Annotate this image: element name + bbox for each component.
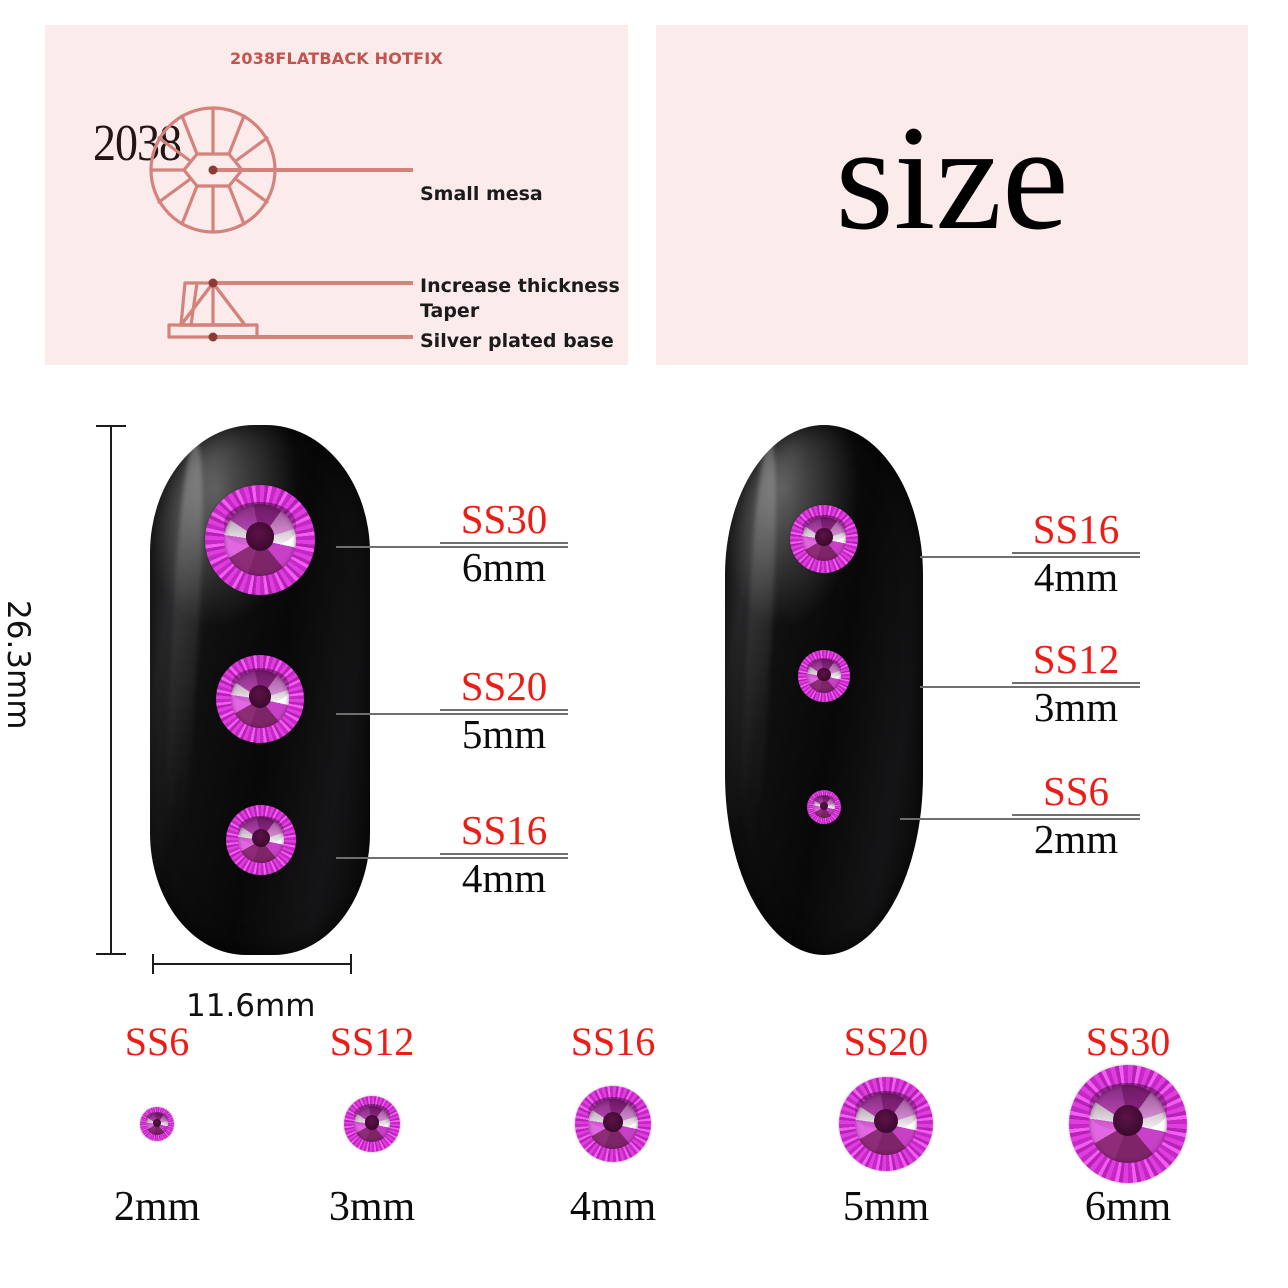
gem-ss16 — [575, 1086, 651, 1162]
swatch-ss-label: SS16 — [570, 1019, 656, 1064]
swatch-ss30: SS30 6mm — [1023, 1020, 1233, 1230]
gem-ss30 — [205, 485, 315, 595]
ss-value: SS6 — [1042, 768, 1110, 814]
swatch-ss-label: SS20 — [843, 1019, 929, 1064]
swatch-mm-label: 3mm — [328, 1184, 416, 1230]
callout-increase-thickness: Increase thickness — [420, 275, 620, 297]
label-divider — [440, 542, 568, 544]
leader-line-left-ss16 — [336, 857, 568, 859]
leader-line-right-ss12 — [920, 686, 1140, 688]
flatback-diagram — [149, 106, 413, 342]
anchor-dot-mesa — [208, 165, 218, 175]
swatch-ss-label: SS6 — [124, 1019, 190, 1064]
swatch-gem-area — [508, 1064, 718, 1184]
label-divider — [1012, 814, 1140, 816]
nail-gloss-highlight — [736, 438, 782, 850]
gem-culet — [152, 1118, 162, 1128]
swatch-gem-area — [781, 1064, 991, 1184]
almond-nail-tip — [725, 425, 923, 955]
label-divider — [1012, 552, 1140, 554]
gem-ss6 — [807, 790, 841, 824]
nail-gloss-highlight — [161, 438, 209, 840]
swatch-mm-label: 6mm — [1084, 1184, 1172, 1230]
ss-value: SS30 — [460, 496, 548, 542]
ss-value: SS16 — [460, 807, 548, 853]
callout-silver-plated-base: Silver plated base — [420, 330, 614, 352]
gem-ss20 — [839, 1077, 933, 1171]
gem-culet — [603, 1111, 623, 1132]
ss-value: SS12 — [1032, 636, 1120, 682]
swatch-mm-label: 5mm — [842, 1184, 930, 1230]
mm-value: 3mm — [1033, 684, 1119, 730]
swatch-ss6: SS6 2mm — [52, 1019, 262, 1231]
leader-line-left-ss30 — [336, 546, 568, 548]
ss-value: SS16 — [1032, 506, 1120, 552]
size-swatch-row: SS6 2mm SS12 3mm — [0, 1020, 1288, 1288]
swatch-ss-label: SS12 — [329, 1019, 415, 1064]
gem-culet — [248, 684, 272, 708]
anchor-dot-base — [208, 332, 218, 342]
gem-culet — [817, 667, 831, 682]
title-panel: size — [656, 25, 1248, 365]
label-divider — [1012, 682, 1140, 684]
square-nail-tip — [150, 425, 370, 955]
gem-ss12 — [344, 1096, 400, 1152]
gem-culet — [251, 828, 271, 847]
label-divider — [440, 853, 568, 855]
label-right-ss6: SS6 2mm — [1012, 770, 1140, 861]
swatch-ss16: SS16 4mm — [508, 1019, 718, 1231]
mm-value: 2mm — [1033, 816, 1119, 862]
label-left-ss30: SS30 6mm — [440, 498, 568, 589]
swatch-gem-area — [267, 1064, 477, 1184]
dimension-cap-top — [96, 425, 126, 427]
swatch-mm-label: 2mm — [113, 1184, 201, 1230]
gem-culet — [873, 1108, 899, 1134]
mm-value: 6mm — [461, 544, 547, 590]
swatch-mm-label: 4mm — [569, 1184, 657, 1230]
label-right-ss12: SS12 3mm — [1012, 638, 1140, 729]
swatch-gem-area — [1023, 1064, 1233, 1184]
label-divider — [440, 709, 568, 711]
leader-line-left-ss20 — [336, 713, 568, 715]
gem-ss16 — [226, 805, 296, 875]
leader-line-right-ss6 — [900, 818, 1140, 820]
swatch-ss20: SS20 5mm — [781, 1020, 991, 1230]
spec-panel: 2038FLATBACK HOTFIX 2038 — [45, 25, 628, 365]
mm-value: 5mm — [461, 711, 547, 757]
dimension-cap-left — [152, 954, 154, 974]
mm-value: 4mm — [461, 855, 547, 901]
label-right-ss16: SS16 4mm — [1012, 508, 1140, 599]
gem-culet — [819, 801, 829, 811]
swatch-ss12: SS12 3mm — [267, 1019, 477, 1231]
nail-width-dimension-line — [152, 954, 352, 974]
callout-taper: Taper — [420, 300, 480, 322]
gem-culet — [245, 522, 275, 551]
ss-value: SS20 — [460, 663, 548, 709]
gem-ss6 — [140, 1107, 174, 1141]
gem-ss16 — [790, 505, 858, 573]
nail-width-label: 11.6mm — [186, 988, 316, 1024]
dimension-cap-bottom — [96, 953, 126, 955]
leader-line-right-ss16 — [920, 556, 1140, 558]
spec-panel-header: 2038FLATBACK HOTFIX — [230, 49, 443, 68]
gem-culet — [815, 528, 833, 546]
gem-ss20 — [216, 655, 304, 743]
callout-small-mesa: Small mesa — [420, 183, 543, 205]
dimension-cap-right — [350, 954, 352, 974]
gem-ss12 — [798, 650, 850, 702]
swatch-ss-label: SS30 — [1085, 1019, 1171, 1064]
mm-value: 4mm — [1033, 554, 1119, 600]
label-left-ss20: SS20 5mm — [440, 665, 568, 756]
gem-culet — [1112, 1105, 1144, 1136]
page-title: size — [835, 95, 1069, 261]
side-view-taper-icon — [167, 280, 259, 339]
label-left-ss16: SS16 4mm — [440, 809, 568, 900]
gem-ss30 — [1069, 1065, 1187, 1183]
anchor-dot-thickness — [208, 278, 218, 288]
swatch-gem-area — [52, 1064, 262, 1184]
nail-height-label: 26.3mm — [0, 600, 36, 730]
nail-height-dimension-line — [96, 425, 126, 955]
gem-culet — [364, 1115, 380, 1130]
